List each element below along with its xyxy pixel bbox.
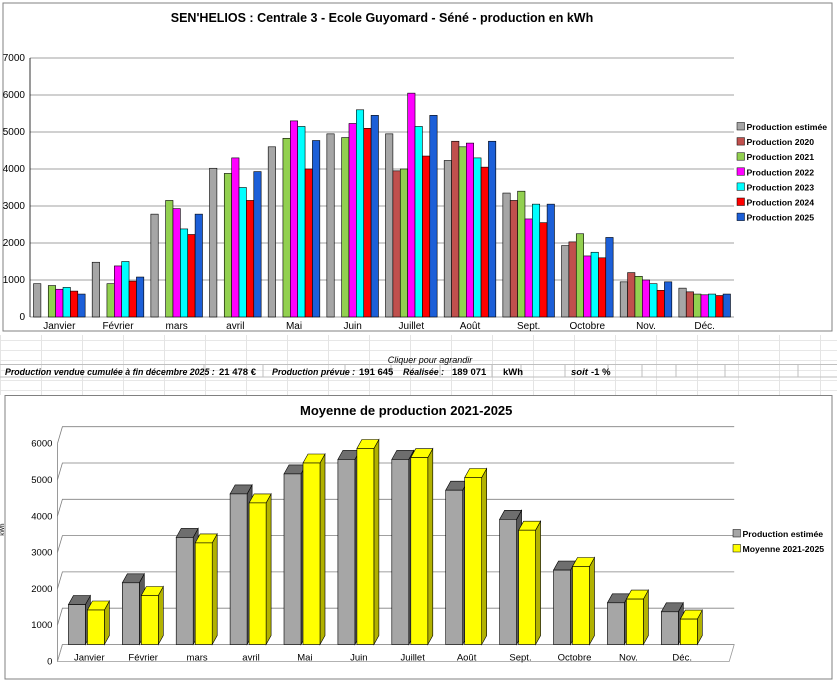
svg-text:Octobre: Octobre xyxy=(558,653,592,664)
svg-text:6000: 6000 xyxy=(31,439,52,450)
svg-text:Janvier: Janvier xyxy=(74,653,105,664)
svg-text:Production estimée: Production estimée xyxy=(743,529,824,539)
svg-text:avril: avril xyxy=(242,653,259,664)
svg-text:Février: Février xyxy=(128,653,158,664)
svg-text:6000: 6000 xyxy=(3,90,26,101)
svg-text:Nov.: Nov. xyxy=(636,321,656,332)
svg-text:4000: 4000 xyxy=(3,164,26,175)
svg-text:avril: avril xyxy=(226,321,244,332)
svg-text:Mai: Mai xyxy=(297,653,312,664)
svg-text:Déc.: Déc. xyxy=(694,321,715,332)
svg-text:3000: 3000 xyxy=(3,201,26,212)
svg-text:Nov.: Nov. xyxy=(619,653,638,664)
svg-text:Juillet: Juillet xyxy=(401,653,426,664)
svg-text:Août: Août xyxy=(457,653,477,664)
svg-text:mars: mars xyxy=(166,321,188,332)
svg-text:Moyenne 2021-2025: Moyenne 2021-2025 xyxy=(743,544,825,554)
svg-text:4000: 4000 xyxy=(31,511,52,522)
svg-text:Janvier: Janvier xyxy=(43,321,76,332)
svg-text:Production 2022: Production 2022 xyxy=(747,167,815,177)
svg-text:7000: 7000 xyxy=(3,53,26,64)
svg-text:Déc.: Déc. xyxy=(672,653,692,664)
svg-text:2000: 2000 xyxy=(31,584,52,595)
svg-text:SEN'HELIOS : Centrale 3 - Eco: SEN'HELIOS : Centrale 3 - Ecole Guyomard… xyxy=(171,11,593,25)
svg-text:0: 0 xyxy=(19,312,25,323)
svg-text:Octobre: Octobre xyxy=(570,321,606,332)
svg-text:Production 2021: Production 2021 xyxy=(747,152,815,162)
svg-text:Production 2020: Production 2020 xyxy=(747,137,815,147)
svg-text:Production 2025: Production 2025 xyxy=(747,213,815,223)
svg-text:Production estimée: Production estimée xyxy=(747,122,828,132)
svg-text:0: 0 xyxy=(47,657,52,668)
svg-text:mars: mars xyxy=(187,653,208,664)
svg-text:Juin: Juin xyxy=(350,653,367,664)
svg-text:1000: 1000 xyxy=(3,275,26,286)
svg-text:Février: Février xyxy=(102,321,134,332)
svg-text:Sept.: Sept. xyxy=(517,321,540,332)
svg-text:Juin: Juin xyxy=(343,321,361,332)
svg-text:Sept.: Sept. xyxy=(509,653,531,664)
svg-text:Production 2024: Production 2024 xyxy=(747,198,815,208)
svg-text:Production 2023: Production 2023 xyxy=(747,182,815,192)
svg-text:Mai: Mai xyxy=(286,321,302,332)
svg-text:3000: 3000 xyxy=(31,548,52,559)
svg-text:kWh: kWh xyxy=(0,524,6,536)
svg-text:Août: Août xyxy=(460,321,481,332)
svg-text:Moyenne de production 2021-202: Moyenne de production 2021-2025 xyxy=(300,403,512,418)
svg-text:Juillet: Juillet xyxy=(399,321,425,332)
svg-text:2000: 2000 xyxy=(3,238,26,249)
svg-text:1000: 1000 xyxy=(31,620,52,631)
svg-text:5000: 5000 xyxy=(31,475,52,486)
svg-text:5000: 5000 xyxy=(3,127,26,138)
